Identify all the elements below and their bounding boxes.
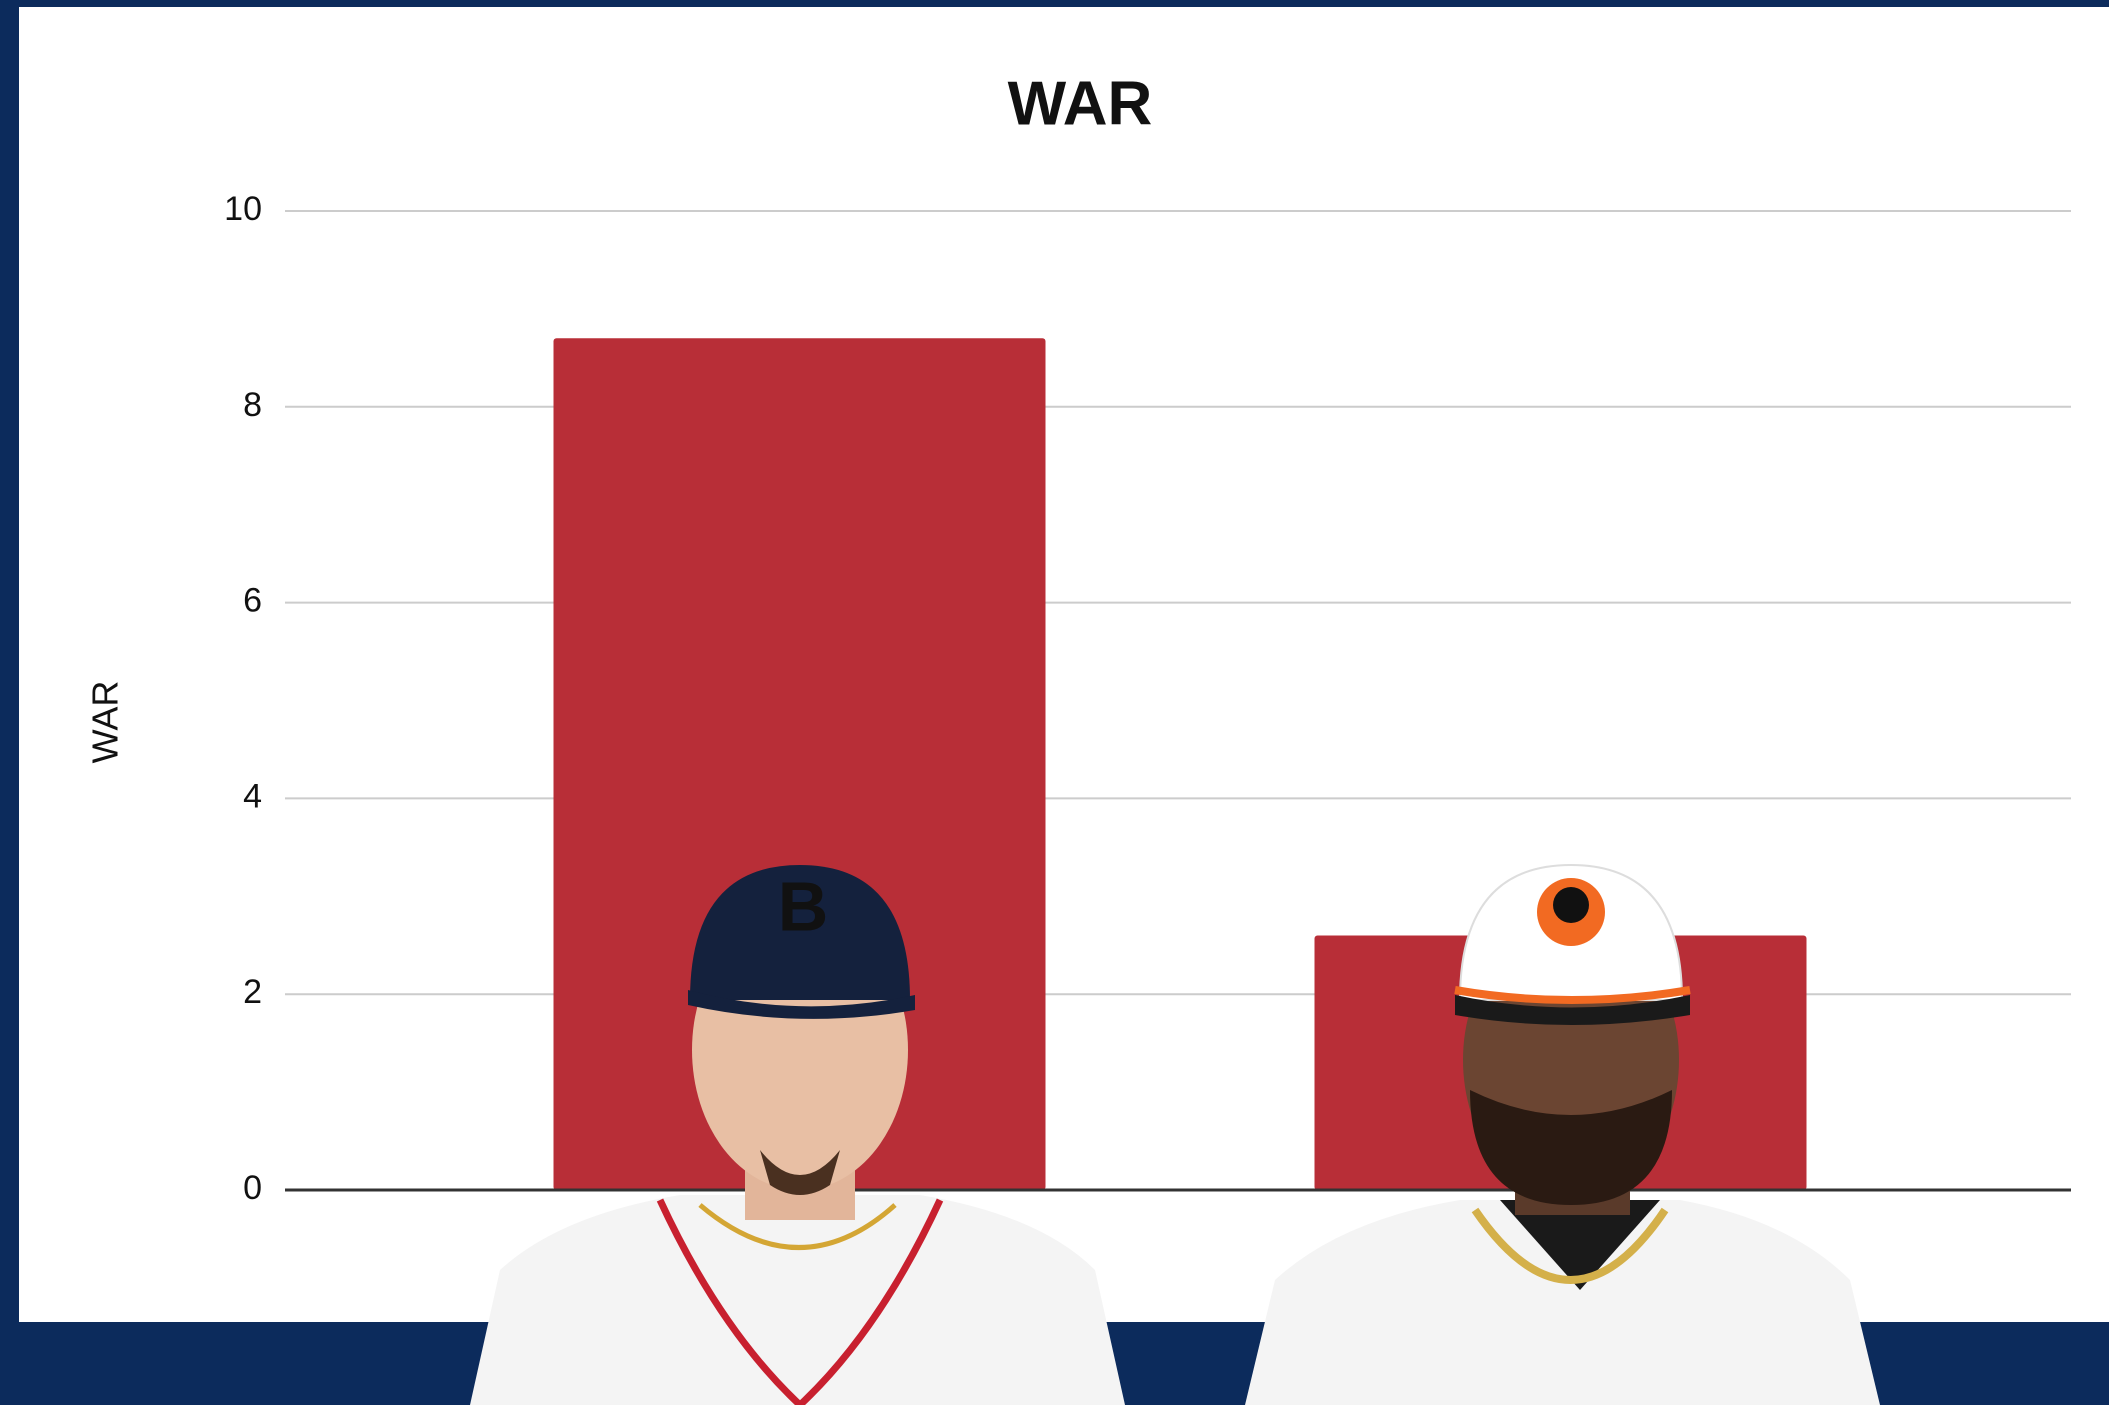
y-tick-label: 2 (243, 973, 262, 1011)
y-tick-label: 0 (243, 1169, 262, 1207)
y-tick-label: 10 (224, 190, 262, 228)
player-photo-2 (1245, 863, 1880, 1405)
cap-logo: B (778, 867, 829, 945)
player-photo-1: B (470, 865, 1125, 1405)
y-tick-label: 8 (243, 386, 262, 424)
chart-title: WAR (1008, 69, 1153, 138)
y-axis-label: WAR (85, 681, 126, 764)
y-tick-label: 4 (243, 777, 262, 815)
bar (553, 338, 1046, 1190)
y-tick-label: 6 (243, 582, 262, 620)
